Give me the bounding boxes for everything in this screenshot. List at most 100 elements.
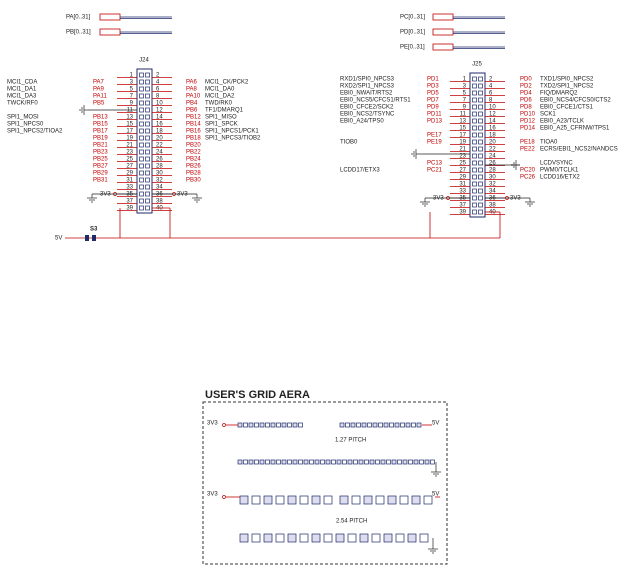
pin-number: 13 xyxy=(459,119,466,125)
pin xyxy=(145,177,150,183)
pin xyxy=(478,202,483,208)
header-pin xyxy=(275,533,285,543)
port-pin: PB31 xyxy=(93,178,108,184)
header-pin xyxy=(411,422,416,428)
pin-number: 40 xyxy=(156,206,163,212)
pin xyxy=(478,118,483,124)
signal-name: EBI0_NCS2/TSYNC xyxy=(340,112,395,118)
pin xyxy=(472,132,477,138)
header-pin xyxy=(419,533,429,543)
header-pin xyxy=(325,459,331,465)
pin-number: 2 xyxy=(489,77,493,83)
pin-number: 19 xyxy=(126,136,133,142)
signal-name: SPI1_SPCK xyxy=(205,122,238,128)
signal-name: EBI0_A23/TCLK xyxy=(540,119,584,125)
signal-name: SPI1_NPCS1/PCK1 xyxy=(205,129,259,135)
pin xyxy=(472,97,477,103)
pin xyxy=(139,93,144,99)
pin xyxy=(145,191,150,197)
header-pin xyxy=(424,459,430,465)
pin-number: 32 xyxy=(489,182,496,188)
pin xyxy=(472,125,477,131)
signal-name: TXD2/SPI1_NPCS2 xyxy=(540,84,594,90)
port-pin: PC21 xyxy=(427,168,443,174)
pin-number: 21 xyxy=(126,143,133,149)
port-label: PB[0..31] xyxy=(66,30,91,36)
port-pin: PA9 xyxy=(93,87,105,93)
pin xyxy=(478,83,483,89)
port-pin: PD4 xyxy=(520,91,532,97)
port-pin: PD11 xyxy=(427,112,442,118)
pin xyxy=(139,184,144,190)
signal-name: EBI0_CFCE1/CTS1 xyxy=(540,105,594,111)
pin-number: 26 xyxy=(489,161,496,167)
header-pin xyxy=(281,422,287,428)
port-pin: PB20 xyxy=(186,143,201,149)
header-pin xyxy=(353,459,358,465)
header-pin xyxy=(391,459,397,465)
header-pin xyxy=(387,495,397,505)
pin xyxy=(472,104,477,110)
signal-name: LCDD16/ETX2 xyxy=(540,175,580,181)
signal-name: ECRS/EBI1_NCS2/NANDCS xyxy=(540,147,618,153)
net-label: 3V3 xyxy=(177,192,188,198)
header-pin xyxy=(359,533,369,543)
pin-number: 11 xyxy=(127,108,134,114)
port-pin: PB16 xyxy=(186,129,201,135)
pin xyxy=(478,174,483,180)
pin xyxy=(145,149,150,155)
header-pin xyxy=(356,422,361,428)
pin xyxy=(145,86,150,92)
port-pin: PB19 xyxy=(93,136,108,142)
pin-number: 28 xyxy=(489,168,496,174)
pin xyxy=(472,202,477,208)
pin xyxy=(472,111,477,117)
pin-number: 7 xyxy=(463,98,467,104)
pin xyxy=(139,170,144,176)
pin xyxy=(145,135,150,141)
header-pin xyxy=(408,459,413,465)
header-pin xyxy=(237,459,243,465)
port-pin: PB24 xyxy=(186,157,201,163)
header-pin xyxy=(383,422,389,428)
signal-name: MCI1_DA0 xyxy=(205,87,235,93)
signal-name: RXD2/SPI1_NPCS3 xyxy=(340,84,395,90)
pin-number: 8 xyxy=(156,94,160,100)
pin xyxy=(145,128,150,134)
header-pin xyxy=(251,495,261,505)
header-pin xyxy=(351,495,361,505)
signal-name: TXD1/SPI0_NPCS2 xyxy=(540,77,594,83)
port-pin: PE18 xyxy=(520,140,535,146)
port-label: PA[0..31] xyxy=(66,15,91,21)
pin xyxy=(472,174,477,180)
pin-number: 35 xyxy=(126,192,133,198)
pin xyxy=(139,205,144,211)
port-pin: PC13 xyxy=(427,161,443,167)
header-pin xyxy=(237,422,243,428)
port-pin: PD1 xyxy=(427,77,439,83)
port-pin: PD6 xyxy=(520,98,532,104)
header-pin xyxy=(263,533,273,543)
pin xyxy=(145,93,150,99)
signal-name: EBI0_NCS5/CFCS1/RTS1 xyxy=(340,98,411,104)
pin-number: 33 xyxy=(459,189,466,195)
port-box xyxy=(99,28,121,36)
pin-number: 30 xyxy=(156,171,163,177)
pin xyxy=(478,167,483,173)
pin xyxy=(478,188,483,194)
header-pin xyxy=(430,459,435,465)
pin-number: 3 xyxy=(130,80,134,86)
port-box xyxy=(432,43,454,51)
pin-number: 32 xyxy=(156,178,163,184)
header-pin xyxy=(342,459,347,465)
pin-number: 33 xyxy=(126,185,133,191)
switch xyxy=(85,235,89,241)
pin xyxy=(145,107,150,113)
pin xyxy=(139,121,144,127)
pin-number: 1 xyxy=(130,73,134,79)
pin xyxy=(478,181,483,187)
pin-number: 17 xyxy=(126,129,133,135)
header-pin xyxy=(248,459,254,465)
pin xyxy=(478,139,483,145)
pin xyxy=(139,114,144,120)
